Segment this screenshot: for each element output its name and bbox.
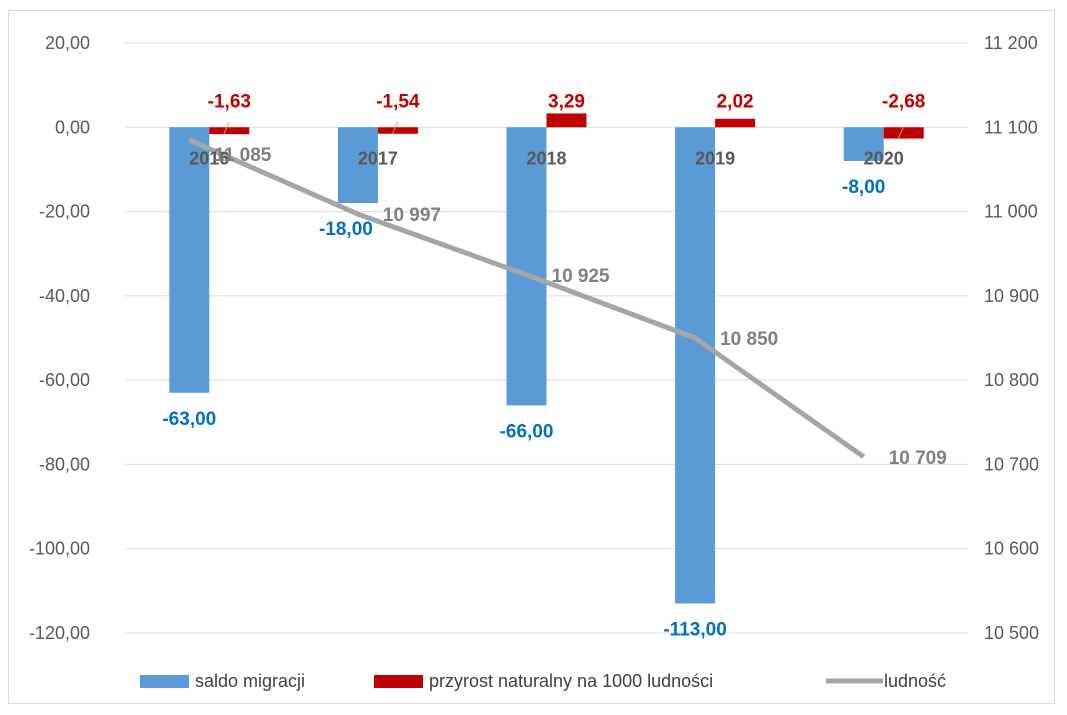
right-axis-tick-label: 10 700	[984, 454, 1039, 474]
leader-line	[222, 121, 230, 136]
category-label-2017: 2017	[358, 148, 398, 168]
data-label-saldo-migracji-2018: -66,00	[500, 421, 554, 442]
data-label-saldo-migracji-2016: -63,00	[162, 409, 216, 430]
bar-przyrost-naturalny-2020	[883, 127, 924, 139]
right-axis-tick-label: 11 000	[984, 202, 1038, 222]
legend: saldo migracji przyrost naturalny na 1000…	[140, 671, 946, 691]
data-label-przyrost-naturalny-2016: -1,63	[208, 91, 251, 112]
leader-line	[391, 121, 399, 135]
legend-label: ludność	[884, 671, 946, 691]
right-axis: 11 200 11 100 11 000 10 900 10 800 10 700 10 6…	[984, 33, 1039, 643]
category-label-2020: 2020	[864, 148, 904, 168]
right-axis-tick-label: 11 200	[984, 33, 1038, 53]
bar-series	[169, 113, 924, 604]
left-axis-tick-label: -40,00	[39, 286, 90, 306]
category-label-2019: 2019	[695, 148, 735, 168]
left-axis-tick-label: -20,00	[39, 202, 90, 222]
legend-label: przyrost naturalny na 1000 ludności	[429, 671, 713, 691]
bar-przyrost-naturalny-2016	[209, 127, 250, 135]
right-axis-tick-label: 10 600	[984, 539, 1039, 559]
bar-saldo-migracji-2018	[506, 127, 547, 406]
data-label-ludnosc-2016: 11 085	[214, 145, 271, 166]
line-series	[188, 121, 905, 459]
right-axis-tick-label: 10 500	[984, 623, 1039, 643]
left-axis-tick-label: 20,00	[45, 33, 90, 53]
legend-item-saldo-migracji: saldo migracji	[140, 671, 305, 691]
data-label-ludnosc-2019: 10 850	[720, 329, 778, 350]
left-axis-tick-label: -60,00	[39, 370, 90, 390]
data-label-ludnosc-2018: 10 925	[552, 266, 611, 287]
right-axis-tick-label: 10 800	[984, 370, 1039, 390]
left-axis-tick-label: -100,00	[29, 539, 90, 559]
data-label-przyrost-naturalny-2017: -1,54	[376, 91, 420, 112]
left-axis-tick-label: -80,00	[39, 454, 90, 474]
leader-line	[897, 126, 905, 140]
line-ludnosc	[188, 137, 866, 459]
bar-przyrost-naturalny-2017	[377, 127, 418, 134]
data-label-ludnosc-2020: 10 709	[889, 448, 947, 469]
legend-swatch	[374, 675, 423, 688]
data-label-saldo-migracji-2017: -18,00	[319, 219, 373, 240]
bar-saldo-migracji-2017	[337, 127, 378, 204]
legend-label: saldo migracji	[195, 671, 305, 691]
data-label-saldo-migracji-2020: -8,00	[842, 177, 885, 198]
left-axis-tick-label: 0,00	[55, 117, 90, 137]
legend-item-ludnosc: ludność	[826, 671, 946, 691]
data-labels: 2016 2017 2018 2019 2020 -63,00 -18,00 -66,00 -1…	[162, 91, 946, 640]
bar-saldo-migracji-2019	[675, 127, 716, 604]
right-axis-tick-label: 10 900	[984, 286, 1039, 306]
data-label-przyrost-naturalny-2019: 2,02	[717, 91, 754, 112]
bar-przyrost-naturalny-2018	[546, 113, 587, 128]
left-axis-tick-label: -120,00	[29, 623, 90, 643]
bar-przyrost-naturalny-2019	[715, 118, 756, 128]
data-label-przyrost-naturalny-2018: 3,29	[548, 91, 585, 112]
legend-item-przyrost-naturalny: przyrost naturalny na 1000 ludności	[374, 671, 713, 691]
legend-swatch	[140, 675, 189, 688]
bar-saldo-migracji-2016	[169, 127, 210, 393]
data-label-przyrost-naturalny-2020: -2,68	[882, 91, 925, 112]
data-label-saldo-migracji-2019: -113,00	[663, 620, 726, 641]
left-axis: 20,00 0,00 -20,00 -40,00 -60,00 -80,00 -100,00…	[29, 33, 90, 643]
data-label-ludnosc-2017: 10 997	[383, 205, 441, 226]
category-label-2016: 2016	[189, 148, 229, 168]
bar-saldo-migracji-2020	[843, 127, 884, 161]
right-axis-tick-label: 11 100	[984, 117, 1038, 137]
category-label-2018: 2018	[526, 148, 566, 168]
